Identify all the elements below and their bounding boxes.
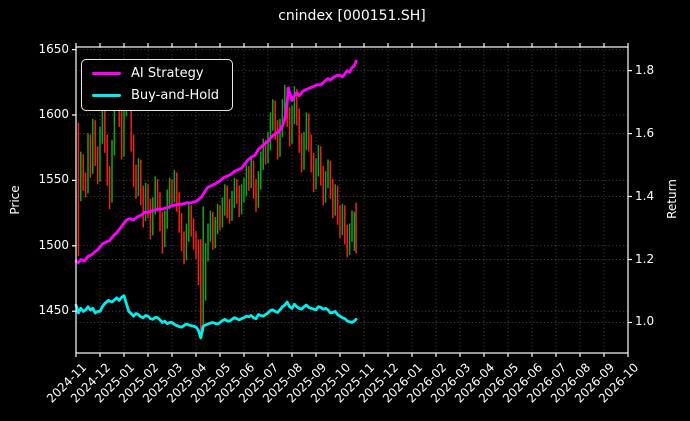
price-tick-label: 1600: [38, 107, 69, 121]
buy-and-hold-line-swatch: [92, 93, 121, 98]
return-tick-label: 1.2: [635, 251, 655, 266]
return-tick-label: 1.4: [635, 188, 655, 203]
legend-label: Buy-and-Hold: [131, 88, 220, 103]
tick-marks: [72, 43, 632, 357]
plot-border: [75, 46, 629, 354]
return-tick-label: 1.8: [635, 62, 655, 77]
buy-and-hold-line: [74, 294, 358, 340]
price-tick-label: 1650: [38, 41, 69, 56]
price-tick-label: 1450: [38, 303, 69, 318]
ai-strategy-line: [74, 59, 358, 265]
price-candles: [77, 61, 357, 335]
chart-title: cnindex [000151.SH]: [278, 8, 426, 24]
return-tick-label: 1.0: [635, 314, 655, 329]
legend: AI Strategy Buy-and-Hold: [81, 59, 234, 111]
legend-label: AI Strategy: [131, 66, 204, 81]
return-tick-label: 1.6: [635, 125, 655, 140]
price-tick-label: 1550: [38, 172, 69, 187]
price-tick-label: 1500: [38, 237, 69, 252]
ai-strategy-line-swatch: [92, 71, 121, 76]
legend-entry-buy-and-hold: Buy-and-Hold: [92, 88, 219, 103]
legend-entry-ai-strategy: AI Strategy: [92, 66, 219, 81]
